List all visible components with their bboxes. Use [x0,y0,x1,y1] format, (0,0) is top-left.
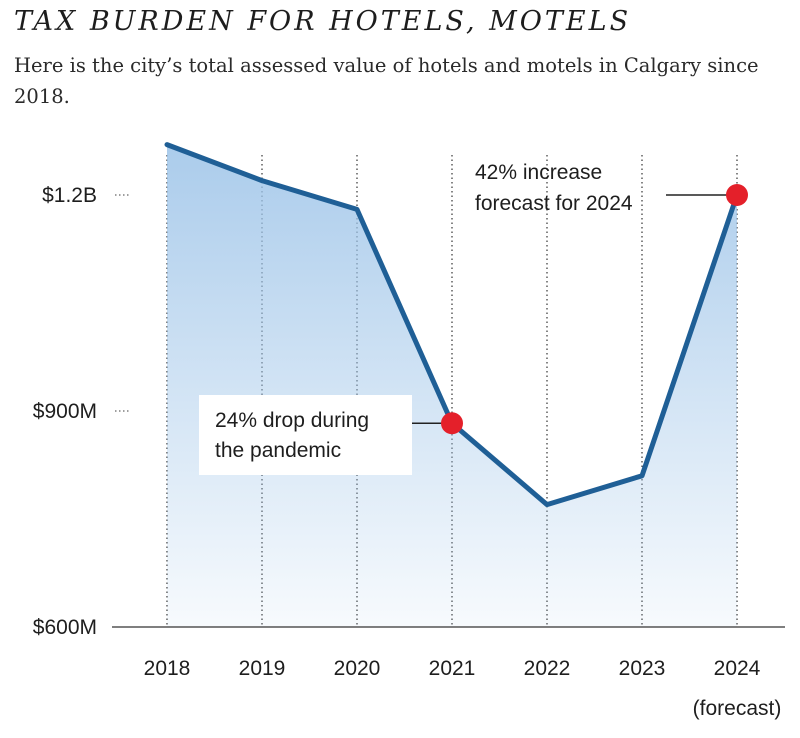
x-tick-label: 2018 [144,657,191,680]
x-tick-label: 2022 [524,657,571,680]
x-tick-sublabel: (forecast) [693,697,782,720]
marker-2021 [441,412,463,435]
y-tick-label: $600M [33,616,97,639]
annotation-box [199,395,412,475]
x-tick-label: 2024 [714,657,761,680]
annotation-text: the pandemic [215,439,341,462]
chart-title: TAX BURDEN FOR HOTELS, MOTELS [14,6,632,37]
x-tick-label: 2023 [619,657,666,680]
x-tick-label: 2019 [239,657,286,680]
chart-subtitle: Here is the city’s total assessed value … [14,54,759,108]
x-tick-label: 2021 [429,657,476,680]
annotation-text: 24% drop during [215,409,369,432]
marker-2024 [726,184,748,206]
y-tick-label: $900M [33,400,97,423]
annotation-text: 42% increase [475,161,602,184]
annotation-text: forecast for 2024 [475,192,633,215]
y-tick-label: $1.2B [42,184,97,207]
x-tick-label: 2020 [334,657,381,680]
area-fill [167,144,737,627]
